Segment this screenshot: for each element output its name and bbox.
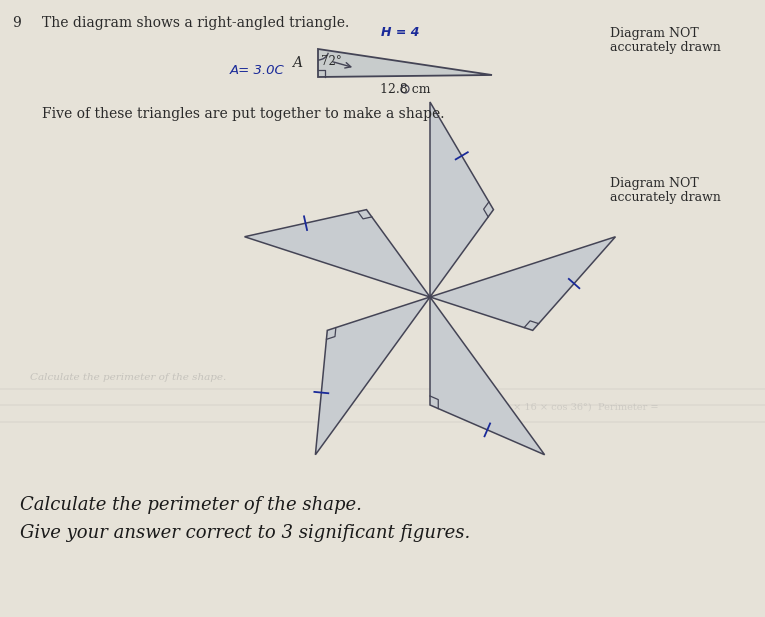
Polygon shape: [430, 102, 493, 297]
Text: A: A: [292, 56, 302, 70]
Text: 12.8 cm: 12.8 cm: [379, 83, 430, 96]
Polygon shape: [318, 49, 492, 77]
Text: The diagram shows a right-angled triangle.: The diagram shows a right-angled triangl…: [42, 16, 350, 30]
Text: Calculate the perimeter of the shape.: Calculate the perimeter of the shape.: [30, 373, 226, 382]
Text: accurately drawn: accurately drawn: [610, 41, 721, 54]
Polygon shape: [245, 210, 430, 297]
Text: Give your answer correct to 3 significant figures.: Give your answer correct to 3 significan…: [20, 524, 470, 542]
Text: A= 3.0C: A= 3.0C: [230, 64, 285, 77]
Text: (5 × 16 × cos 36°)  Perimeter =: (5 × 16 × cos 36°) Perimeter =: [500, 403, 659, 412]
Text: 9: 9: [12, 16, 21, 30]
Text: Calculate the perimeter of the shape.: Calculate the perimeter of the shape.: [20, 496, 362, 514]
Text: Five of these triangles are put together to make a shape.: Five of these triangles are put together…: [42, 107, 444, 121]
Polygon shape: [430, 237, 616, 330]
Text: Diagram NOT: Diagram NOT: [610, 27, 698, 40]
Text: Diagram NOT: Diagram NOT: [610, 177, 698, 190]
Text: accurately drawn: accurately drawn: [610, 191, 721, 204]
Polygon shape: [430, 297, 545, 455]
Polygon shape: [315, 297, 430, 455]
Text: H = 4: H = 4: [381, 26, 419, 39]
Text: 72°: 72°: [321, 55, 342, 68]
